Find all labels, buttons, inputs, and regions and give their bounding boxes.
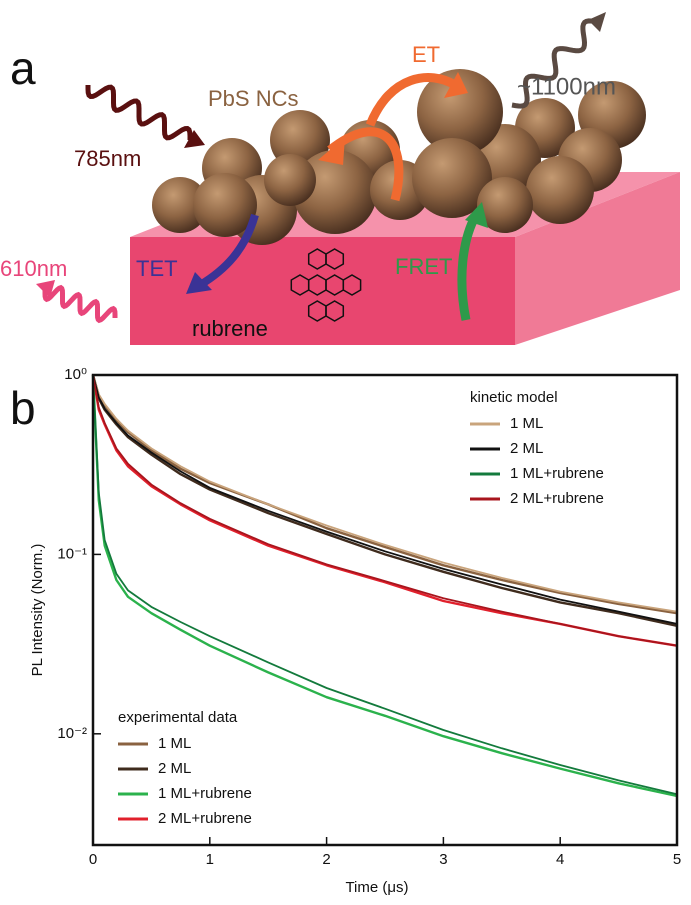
- slab-side: [515, 172, 680, 345]
- x-tick-label: 0: [89, 851, 97, 868]
- nanocrystal: [417, 69, 503, 155]
- arrow-head: [186, 272, 212, 294]
- label: 785nm: [74, 146, 141, 171]
- y-axis-label: PL Intensity (Norm.): [29, 544, 46, 677]
- panel-label: a: [10, 42, 36, 94]
- arrow-head: [318, 137, 345, 165]
- excitation-wave: [85, 84, 193, 141]
- label: FRET: [395, 254, 452, 279]
- label: TET: [136, 256, 178, 281]
- legend-label: 1 ML+rubrene: [510, 465, 604, 482]
- legend-label: 2 ML+rubrene: [510, 490, 604, 507]
- rubrene-emission-wave: [42, 284, 118, 324]
- label: rubrene: [192, 316, 268, 341]
- nanocrystal: [264, 154, 316, 206]
- nanocrystal: [193, 173, 257, 237]
- rubrene-molecule: [290, 248, 362, 322]
- tet-arrow: [197, 213, 259, 289]
- x-tick-label: 3: [439, 851, 447, 868]
- panel-b: b Time (μs) PL Intensity (Norm.) 0 1 2 3 4 5 1…: [10, 366, 681, 896]
- y-tick-label: 10⁻²: [57, 725, 87, 742]
- legend-label: 2 ML: [510, 440, 543, 457]
- nanocrystals: [152, 69, 646, 245]
- legend-label: 2 ML: [158, 760, 191, 777]
- ring: [325, 248, 345, 270]
- et-arrow-back: [327, 127, 404, 202]
- label: ~1100nm: [517, 73, 616, 100]
- legend-label: 1 ML: [510, 415, 543, 432]
- legend-title: experimental data: [118, 709, 238, 726]
- ring: [342, 274, 362, 296]
- arrow-head: [465, 202, 488, 228]
- x-tick-label: 4: [556, 851, 564, 868]
- arrow-head: [588, 12, 606, 32]
- x-tick-label: 2: [322, 851, 330, 868]
- x-tick-label: 1: [206, 851, 214, 868]
- label: 610nm: [0, 256, 67, 281]
- y-tick-label: 10⁻¹: [57, 545, 87, 562]
- ring: [325, 300, 345, 322]
- y-tick-label: 10⁰: [64, 366, 87, 383]
- data-line: [92, 374, 678, 613]
- panel-a: a PbS NCs ET ~1100nm 785nm 610nm TET FRE…: [0, 12, 680, 345]
- legend-title: kinetic model: [470, 389, 558, 406]
- panel-label: b: [10, 382, 36, 434]
- label: ET: [412, 42, 440, 67]
- data-line: [92, 374, 678, 796]
- nanocrystal: [152, 177, 208, 233]
- et-arrow: [365, 73, 458, 127]
- arrow-head: [444, 72, 468, 98]
- emission-wave: [511, 18, 599, 109]
- fret-arrow: [457, 212, 480, 321]
- legend-label: 1 ML: [158, 735, 191, 752]
- data-line: [92, 374, 678, 625]
- legend-label: 2 ML+rubrene: [158, 810, 252, 827]
- plot-frame: [91, 373, 679, 847]
- data-line: [91, 374, 678, 798]
- data-line: [92, 374, 678, 647]
- arrow-head: [184, 130, 205, 148]
- nanocrystal: [412, 138, 492, 218]
- nanocrystal: [477, 177, 533, 233]
- nanocrystal: [526, 156, 594, 224]
- label: PbS NCs: [208, 86, 298, 111]
- x-tick-label: 5: [673, 851, 681, 868]
- x-axis-label: Time (μs): [345, 879, 408, 896]
- arrow-head: [36, 280, 55, 298]
- legend-label: 1 ML+rubrene: [158, 785, 252, 802]
